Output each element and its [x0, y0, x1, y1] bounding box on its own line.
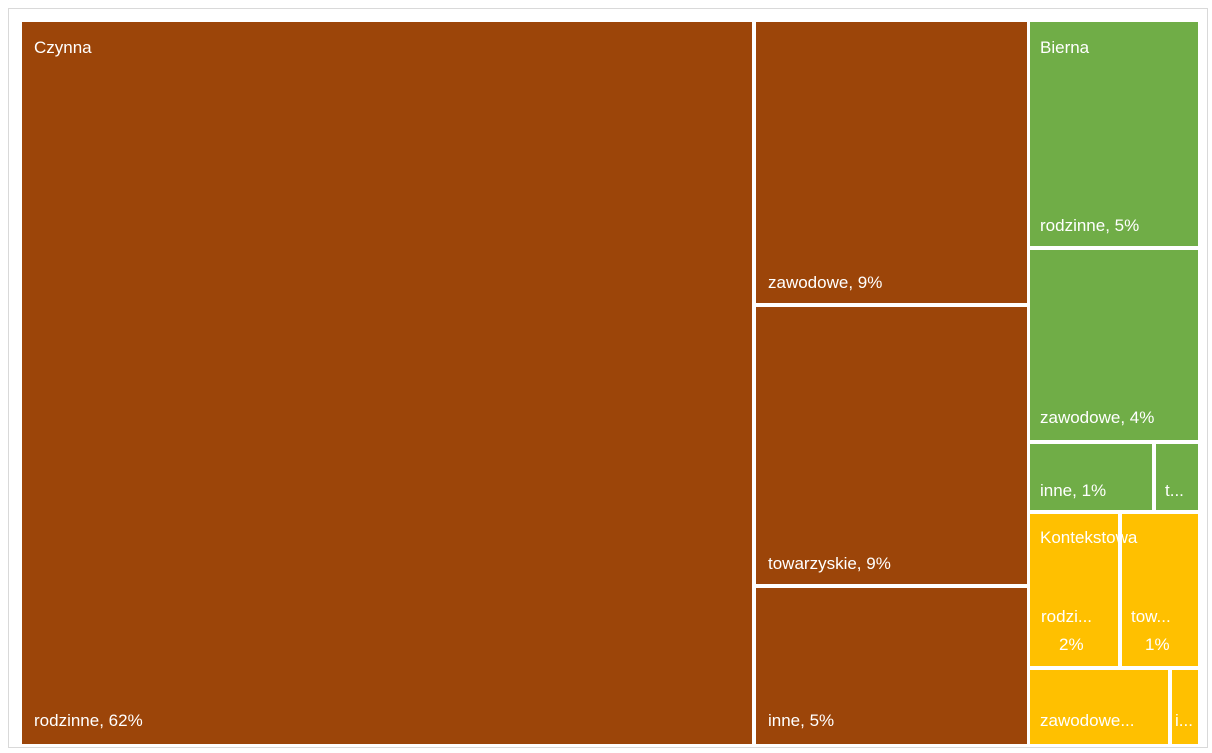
tile-czynna-rodzinne [22, 22, 752, 744]
tile-kontekstowa-towarzyskie [1122, 514, 1198, 666]
tile-label-bierna-rodzinne: rodzinne, 5% [1040, 216, 1139, 235]
tile-czynna-inne [756, 588, 1027, 744]
tile-label-bierna-zawodowe: zawodowe, 4% [1040, 408, 1154, 427]
tile-kontekstowa-zawodowe [1030, 670, 1168, 744]
tile-bierna-rodzinne [1030, 22, 1198, 246]
tile-bierna-towarzyskie [1156, 444, 1198, 510]
tile-kontekstowa-rodzinne [1030, 514, 1118, 666]
tile-bierna-inne [1030, 444, 1152, 510]
tile-label-czynna-inne: inne, 5% [768, 711, 834, 730]
tile-label-kontekstowa-towarzyskie: tow... [1131, 607, 1171, 626]
group-label-bierna: Bierna [1040, 38, 1090, 57]
group-label-kontekstowa: Kontekstowa [1040, 528, 1138, 547]
tile-czynna-zawodowe [756, 22, 1027, 303]
tile-label-kontekstowa-rodzinne: rodzi... [1041, 607, 1092, 626]
tile-label-bierna-inne: inne, 1% [1040, 481, 1106, 500]
group-label-czynna: Czynna [34, 38, 92, 57]
tile-label-kontekstowa-inne: i... [1175, 711, 1193, 730]
tile-value-kontekstowa-rodzinne: 2% [1059, 635, 1084, 654]
tile-value-kontekstowa-towarzyskie: 1% [1145, 635, 1170, 654]
tile-label-kontekstowa-zawodowe: zawodowe... [1040, 711, 1135, 730]
tile-label-czynna-towarzyskie: towarzyskie, 9% [768, 554, 891, 573]
tile-bierna-zawodowe [1030, 250, 1198, 440]
tile-label-czynna-rodzinne: rodzinne, 62% [34, 711, 143, 730]
tile-label-bierna-towarzyskie: t... [1165, 481, 1184, 500]
tile-label-czynna-zawodowe: zawodowe, 9% [768, 273, 882, 292]
tile-czynna-towarzyskie [756, 307, 1027, 584]
tile-kontekstowa-inne [1172, 670, 1198, 744]
